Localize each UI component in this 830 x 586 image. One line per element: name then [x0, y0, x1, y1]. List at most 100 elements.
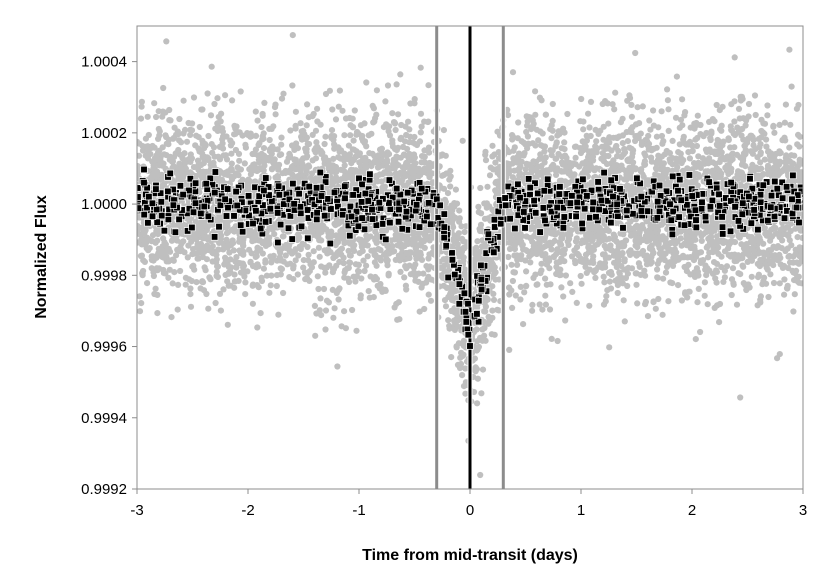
raw-data-point	[376, 285, 383, 292]
raw-data-point	[632, 270, 639, 277]
raw-data-point	[330, 314, 337, 321]
raw-data-point	[478, 390, 485, 397]
raw-data-point	[395, 111, 402, 118]
raw-data-point	[745, 250, 752, 257]
raw-data-point	[747, 148, 755, 155]
raw-data-point	[247, 171, 254, 178]
raw-data-point	[795, 101, 802, 109]
raw-data-point	[418, 123, 425, 130]
raw-data-point	[658, 132, 666, 140]
raw-data-point	[549, 127, 556, 134]
raw-data-point	[620, 231, 627, 238]
raw-data-point	[509, 69, 517, 76]
raw-data-point	[486, 172, 494, 179]
raw-data-point	[510, 269, 517, 276]
raw-data-point	[148, 265, 155, 272]
raw-data-point	[289, 31, 296, 39]
raw-data-point	[644, 313, 652, 320]
raw-data-point	[664, 86, 671, 93]
raw-data-point	[258, 124, 265, 131]
raw-data-point	[669, 137, 676, 144]
raw-data-point	[254, 324, 261, 331]
raw-data-point	[242, 291, 249, 298]
raw-data-point	[654, 274, 661, 281]
raw-data-point	[650, 107, 657, 114]
raw-data-point	[425, 82, 432, 89]
raw-data-point	[632, 49, 639, 57]
raw-data-point	[617, 250, 625, 257]
raw-data-point	[731, 98, 738, 105]
raw-data-point	[472, 368, 479, 375]
raw-data-point	[425, 291, 432, 298]
raw-data-point	[585, 110, 592, 117]
raw-data-point	[785, 253, 792, 260]
raw-data-point	[331, 145, 338, 152]
raw-data-point	[160, 235, 167, 242]
raw-data-point	[655, 241, 662, 248]
raw-data-point	[353, 327, 360, 334]
raw-data-point	[527, 259, 534, 266]
raw-data-point	[268, 259, 275, 266]
raw-data-point	[605, 227, 612, 234]
raw-data-point	[341, 157, 348, 164]
raw-data-point	[662, 269, 670, 276]
raw-data-point	[177, 267, 184, 275]
raw-data-point	[171, 269, 178, 276]
raw-data-point	[229, 97, 236, 104]
raw-data-point	[277, 256, 284, 263]
raw-data-point	[549, 230, 556, 237]
raw-data-point	[168, 314, 175, 321]
raw-data-point	[482, 303, 489, 310]
raw-data-point	[757, 293, 765, 300]
raw-data-point	[678, 297, 686, 304]
raw-data-point	[763, 143, 770, 150]
raw-data-point	[716, 300, 724, 308]
raw-data-point	[198, 106, 205, 113]
raw-data-point	[345, 142, 352, 149]
raw-data-point	[694, 299, 701, 306]
raw-data-point	[321, 156, 328, 163]
raw-data-point	[624, 282, 631, 290]
raw-data-point	[694, 112, 701, 119]
raw-data-point	[459, 372, 466, 379]
raw-data-point	[144, 280, 151, 287]
raw-data-point	[137, 115, 145, 122]
raw-data-point	[307, 224, 314, 231]
raw-data-point	[211, 100, 218, 108]
raw-data-point	[770, 279, 778, 287]
raw-data-point	[151, 100, 158, 107]
raw-data-point	[646, 117, 653, 124]
raw-data-point	[178, 247, 185, 254]
raw-data-point	[274, 173, 281, 180]
raw-data-point	[366, 150, 373, 157]
raw-data-point	[609, 101, 616, 108]
raw-data-point	[479, 237, 486, 244]
raw-data-point	[331, 305, 338, 312]
raw-data-point	[314, 105, 321, 112]
raw-data-point	[764, 102, 771, 109]
raw-data-point	[260, 130, 267, 137]
raw-data-point	[515, 119, 522, 126]
raw-data-point	[417, 110, 425, 117]
raw-data-point	[767, 271, 774, 278]
raw-data-point	[634, 104, 641, 111]
raw-data-point	[384, 82, 392, 89]
raw-data-point	[779, 264, 787, 271]
raw-data-point	[718, 149, 725, 156]
raw-data-point	[776, 121, 783, 128]
raw-data-point	[314, 118, 321, 125]
raw-data-point	[160, 84, 167, 92]
raw-data-point	[529, 307, 536, 314]
raw-data-point	[745, 135, 752, 142]
raw-data-point	[606, 344, 613, 351]
raw-data-point	[391, 248, 398, 255]
raw-data-point	[546, 306, 554, 313]
raw-data-point	[624, 170, 631, 177]
raw-data-point	[553, 251, 560, 258]
raw-data-point	[440, 282, 447, 289]
raw-data-point	[731, 54, 738, 61]
raw-data-point	[691, 246, 698, 253]
raw-data-point	[641, 161, 648, 168]
raw-data-point	[517, 283, 524, 290]
raw-data-point	[282, 252, 289, 259]
